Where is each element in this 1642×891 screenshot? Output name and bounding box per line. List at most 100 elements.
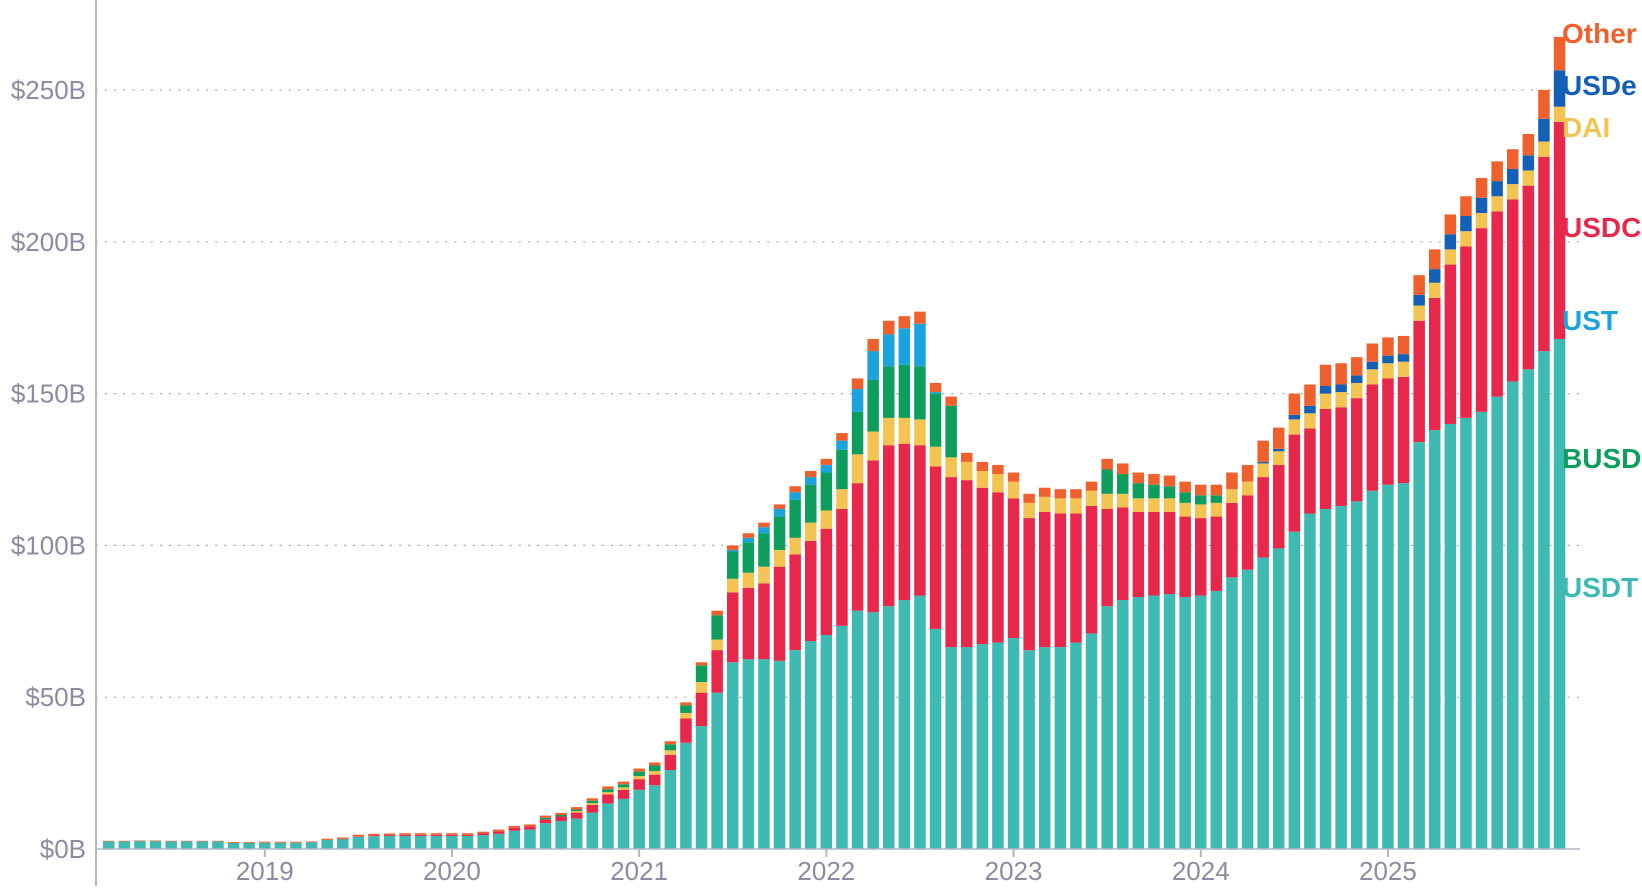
bar-segment-busd <box>1101 469 1113 494</box>
bar-segment-other <box>867 338 879 352</box>
bar-segment-other <box>1163 475 1176 487</box>
bar-segment-usdc <box>883 445 895 607</box>
bar-segment-usdt <box>305 842 318 849</box>
bar-segment-usdt <box>1335 505 1347 849</box>
y-tick-label: $100B <box>11 530 86 560</box>
bar-segment-usdt <box>773 660 786 849</box>
bar-segment-busd <box>539 817 552 820</box>
x-tick-label: 2022 <box>797 856 855 886</box>
y-tick-label: $150B <box>11 379 86 409</box>
bar-segment-other <box>1444 214 1457 235</box>
bar-segment-other <box>945 396 957 406</box>
bar-segment-usde <box>1413 294 1425 306</box>
bar-segment-usdt <box>539 823 552 849</box>
bar-segment-other <box>1226 472 1238 490</box>
bar-segment-usdc <box>1538 156 1550 352</box>
bar-segment-usdc <box>1039 512 1051 648</box>
bar-segment-other <box>649 762 661 766</box>
bar-segment-dai <box>1132 498 1145 513</box>
bar-segment-busd <box>695 665 708 683</box>
bar-segment-usdt <box>1460 417 1472 849</box>
bar-segment-usdt <box>1475 411 1488 849</box>
bar-segment-busd <box>867 379 879 432</box>
bar-segment-usdc <box>867 460 879 613</box>
bar-segment-usde <box>1257 461 1269 464</box>
bar-segment-usde <box>1319 386 1332 394</box>
bar-segment-usdt <box>742 659 755 849</box>
bar-segment-usdc <box>539 819 552 824</box>
bar-segment-dai <box>1085 490 1098 506</box>
bar-segment-other <box>290 841 302 843</box>
bar-segment-usdc <box>773 566 786 661</box>
bar-segment-other <box>633 768 645 772</box>
bar-segment-usdc <box>399 834 411 836</box>
bar-segment-dai <box>1023 502 1035 519</box>
bar-segment-dai <box>867 431 879 461</box>
bar-segment-other <box>805 471 817 478</box>
bar-segment-usdt <box>1522 369 1535 849</box>
bar-segment-dai <box>929 446 942 467</box>
bar-segment-usde <box>1382 355 1394 364</box>
bar-segment-other <box>321 838 333 840</box>
bar-segment-other <box>446 833 458 835</box>
bar-segment-usdc <box>1101 508 1113 607</box>
bar-segment-busd <box>680 705 692 713</box>
bar-segment-usdt <box>1288 531 1301 849</box>
bar-segment-dai <box>805 522 817 541</box>
bar-segment-usde <box>1522 155 1535 171</box>
bar-segment-other <box>976 461 989 472</box>
bar-segment-usdt <box>524 829 536 849</box>
bar-segment-usdc <box>352 836 365 837</box>
bar-segment-dai <box>711 639 723 651</box>
bar-segment-dai <box>961 461 973 481</box>
bar-segment-other <box>1039 487 1051 497</box>
bar-segment-usdc <box>976 487 989 645</box>
bar-segment-busd <box>805 484 817 523</box>
bar-segment-usdc <box>742 587 755 660</box>
bar-segment-usdt <box>680 742 692 849</box>
bar-segment-other <box>851 378 864 390</box>
bar-segment-dai <box>1475 212 1488 229</box>
bar-segment-busd <box>1117 474 1129 494</box>
bar-segment-other <box>883 320 895 335</box>
bar-segment-usdc <box>929 466 942 629</box>
bar-segment-usdt <box>196 841 209 849</box>
bar-segment-usdc <box>1335 407 1347 506</box>
bar-segment-usdc <box>1054 513 1067 648</box>
bar-segment-usdc <box>961 480 973 648</box>
bar-segment-usdc <box>1210 516 1223 591</box>
bar-segment-usde <box>1538 118 1550 142</box>
bar-segment-busd <box>649 765 661 771</box>
bar-segment-usdt <box>1226 577 1238 849</box>
bar-segment-dai <box>1101 493 1113 509</box>
bar-segment-usdt <box>290 842 302 849</box>
bar-segment-usdt <box>461 835 474 849</box>
bar-segment-ust <box>836 440 848 450</box>
bar-segment-usdc <box>711 650 723 693</box>
bar-segment-dai <box>1382 363 1394 379</box>
bar-segment-dai <box>742 572 755 588</box>
bar-segment-other <box>914 311 926 324</box>
bar-segment-usdt <box>1538 351 1550 849</box>
bar-segment-usdt <box>1210 590 1223 849</box>
bar-segment-dai <box>1241 481 1254 496</box>
bar-segment-busd <box>586 800 599 804</box>
bar-segment-other <box>586 798 599 801</box>
axes: $0B $50B $100B $150B $200B $250B 2019 2020 2021 2… <box>11 0 1580 889</box>
bar-segment-other <box>1460 196 1472 216</box>
bar-segment-usdc <box>1226 502 1238 578</box>
bar-segment-dai <box>976 471 989 488</box>
bar-segment-dai <box>1460 231 1472 247</box>
bar-segment-dai <box>1429 282 1441 298</box>
bar-segment-dai <box>992 474 1004 493</box>
bar-segment-usdc <box>617 789 630 799</box>
bar-segment-usdc <box>368 835 380 837</box>
bar-segment-usde <box>1335 384 1347 393</box>
bar-segment-usdc <box>727 592 739 663</box>
bar-segment-busd <box>851 411 864 455</box>
bar-segment-busd <box>883 366 895 418</box>
y-tick-label: $250B <box>11 75 86 105</box>
bar-segment-other <box>196 840 209 842</box>
bar-segment-usdc <box>1257 477 1269 558</box>
bar-segment-busd <box>758 533 770 567</box>
